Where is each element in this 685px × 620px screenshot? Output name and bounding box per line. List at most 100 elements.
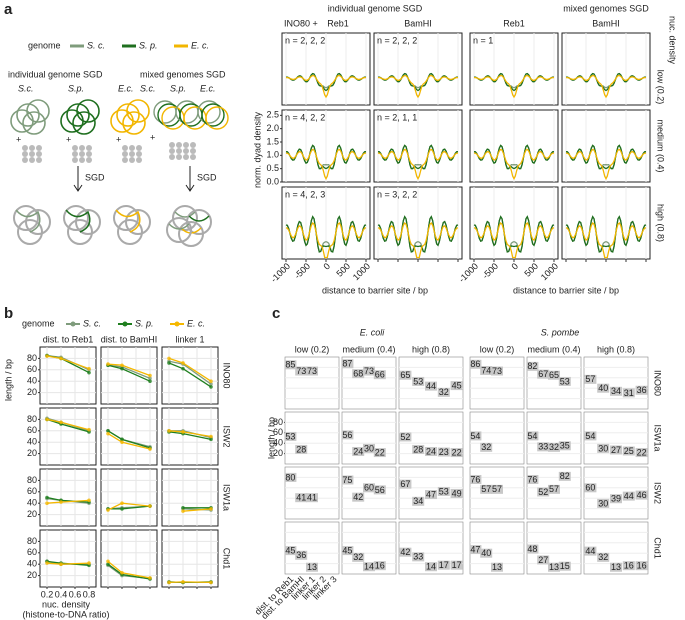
dna-loop — [205, 106, 229, 130]
y-tick-label: 80 — [27, 353, 37, 363]
value-label: 17 — [439, 560, 449, 570]
value-label: 57 — [481, 484, 491, 494]
value-box — [341, 430, 354, 440]
y-tick-label: 80 — [27, 536, 37, 546]
n-label: n = 2, 2, 2 — [285, 35, 325, 45]
value-label: 27 — [538, 555, 548, 565]
value-box — [635, 385, 648, 395]
chromatin-dna — [168, 223, 190, 230]
value-label: 33 — [538, 442, 548, 452]
panel-label: b — [4, 305, 13, 322]
value-label: 22 — [375, 447, 385, 457]
value-label: 65 — [400, 370, 410, 380]
value-label: 31 — [624, 388, 634, 398]
value-box — [306, 562, 318, 572]
value-label: 57 — [585, 374, 595, 384]
y-tick-label: 20 — [273, 448, 283, 458]
value-label: 46 — [637, 490, 647, 500]
profile-curve — [285, 148, 367, 181]
n-label: n = 4, 2, 2 — [285, 112, 325, 122]
chromatin — [172, 205, 198, 231]
x-tick-label: -1000 — [269, 261, 292, 284]
value-label: 76 — [470, 474, 480, 484]
value-label: 47 — [426, 489, 436, 499]
trend-line — [107, 433, 151, 450]
column-prefix: INO80 + — [284, 18, 318, 28]
x-axis-label: nuc. density — [42, 599, 91, 609]
value-box — [352, 447, 365, 457]
n-label: n = 3, 2, 2 — [377, 189, 417, 199]
value-label: 30 — [364, 443, 374, 453]
value-box — [373, 448, 386, 458]
organism-title: S. pombe — [541, 327, 580, 337]
value-label: 85 — [285, 360, 295, 370]
chromatin — [117, 219, 143, 245]
value-box — [437, 387, 450, 397]
facet-panel — [100, 346, 158, 405]
value-label: 66 — [375, 370, 385, 380]
value-box — [363, 443, 375, 453]
x-tick-label: -1000 — [457, 261, 480, 284]
histone — [29, 157, 35, 163]
trend-line — [107, 364, 151, 382]
value-box — [635, 561, 648, 571]
value-label: 57 — [549, 484, 559, 494]
histone — [129, 145, 135, 151]
histone — [169, 148, 175, 154]
value-label: 16 — [637, 561, 647, 571]
y-tick-label: 60 — [27, 547, 37, 557]
value-label: 16 — [624, 561, 634, 571]
value-box — [635, 490, 648, 500]
value-label: 60 — [585, 483, 595, 493]
value-box — [597, 552, 610, 562]
profile-curve — [377, 144, 459, 170]
step-label: SGD — [197, 172, 217, 182]
facet-panel — [100, 407, 158, 466]
value-box — [425, 562, 437, 572]
value-label: 13 — [549, 562, 559, 572]
n-label: n = 4, 2, 3 — [285, 189, 325, 199]
value-box — [412, 444, 425, 454]
genome-label: S.c. — [140, 83, 156, 93]
y-axis-label: length / bp — [266, 417, 276, 459]
dna-loop — [72, 111, 96, 135]
value-box — [597, 383, 610, 393]
value-label: 54 — [527, 431, 537, 441]
value-label: 82 — [527, 361, 537, 371]
value-label: 36 — [296, 550, 306, 560]
strip-label: ISW1a — [653, 424, 663, 451]
column-title: Reb1 — [327, 18, 349, 28]
value-box — [412, 376, 425, 386]
chromatin — [25, 209, 51, 235]
column-title: medium (0.4) — [342, 344, 395, 354]
y-tick-label: 2.5 — [266, 110, 279, 120]
value-label: 67 — [400, 479, 410, 489]
histone — [22, 145, 28, 151]
profile-curve — [377, 148, 459, 181]
value-box — [437, 447, 450, 457]
value-label: 80 — [285, 472, 295, 482]
value-box — [373, 561, 386, 571]
value-label: 53 — [560, 376, 570, 386]
n-label: n = 2, 1, 1 — [377, 112, 417, 122]
value-label: 42 — [400, 547, 410, 557]
chromatin — [125, 209, 151, 235]
value-box — [295, 550, 308, 560]
histone — [79, 145, 85, 151]
profile-curve — [565, 222, 647, 259]
histone — [72, 151, 78, 157]
profile-curve — [566, 72, 646, 92]
y-tick-label: 60 — [27, 425, 37, 435]
histone — [176, 142, 182, 148]
value-box — [480, 366, 493, 376]
trend-line — [108, 505, 151, 510]
value-label: 32 — [549, 442, 559, 452]
genome-label: S.c. — [18, 83, 34, 93]
value-box — [469, 545, 482, 555]
y-tick-label: 0.0 — [266, 176, 279, 186]
chromatin-dna — [115, 209, 141, 233]
value-box — [425, 447, 437, 457]
schematic-title: mixed genomes SGD — [140, 69, 226, 79]
value-box — [412, 496, 425, 506]
histone — [183, 154, 189, 160]
